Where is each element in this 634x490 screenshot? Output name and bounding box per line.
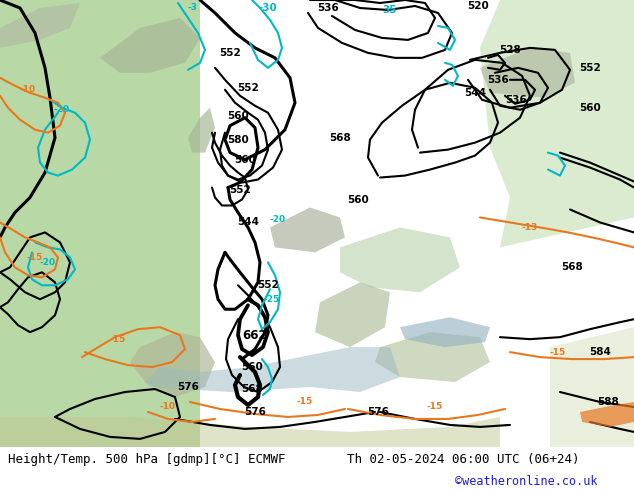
Text: 552: 552 bbox=[237, 83, 259, 93]
Polygon shape bbox=[0, 417, 500, 447]
Polygon shape bbox=[340, 227, 460, 292]
Polygon shape bbox=[580, 402, 634, 427]
Text: 536: 536 bbox=[505, 95, 527, 105]
Text: -20: -20 bbox=[40, 258, 56, 267]
Text: 560: 560 bbox=[234, 155, 256, 165]
Text: 580: 580 bbox=[227, 135, 249, 145]
Polygon shape bbox=[270, 207, 345, 252]
Text: -15: -15 bbox=[27, 253, 43, 262]
Polygon shape bbox=[480, 48, 575, 98]
Text: 528: 528 bbox=[499, 45, 521, 55]
Polygon shape bbox=[188, 108, 215, 152]
Polygon shape bbox=[550, 327, 634, 447]
Polygon shape bbox=[0, 3, 80, 48]
Polygon shape bbox=[315, 282, 390, 347]
Polygon shape bbox=[480, 0, 634, 247]
Text: 552: 552 bbox=[257, 280, 279, 290]
Text: 662: 662 bbox=[243, 329, 268, 342]
Text: 560: 560 bbox=[227, 111, 249, 121]
Text: Th 02-05-2024 06:00 UTC (06+24): Th 02-05-2024 06:00 UTC (06+24) bbox=[347, 453, 580, 466]
Text: -15: -15 bbox=[427, 402, 443, 412]
Text: -20: -20 bbox=[54, 105, 70, 114]
Text: -15: -15 bbox=[550, 347, 566, 357]
Text: Height/Temp. 500 hPa [gdmp][°C] ECMWF: Height/Temp. 500 hPa [gdmp][°C] ECMWF bbox=[8, 453, 285, 466]
Text: -25: -25 bbox=[264, 295, 280, 304]
Text: 588: 588 bbox=[597, 397, 619, 407]
Polygon shape bbox=[375, 332, 490, 382]
Text: -3: -3 bbox=[187, 3, 197, 12]
Text: 552: 552 bbox=[219, 48, 241, 58]
Text: 536: 536 bbox=[317, 3, 339, 13]
Polygon shape bbox=[100, 18, 200, 73]
Text: 560: 560 bbox=[347, 195, 369, 204]
Text: -30: -30 bbox=[259, 3, 278, 13]
Polygon shape bbox=[145, 347, 400, 392]
Text: 520: 520 bbox=[467, 1, 489, 11]
Text: 544: 544 bbox=[237, 218, 259, 227]
Polygon shape bbox=[0, 0, 200, 447]
Text: -10: -10 bbox=[20, 85, 36, 94]
Text: -15: -15 bbox=[297, 397, 313, 407]
Text: 560: 560 bbox=[579, 103, 601, 113]
Text: 536: 536 bbox=[487, 75, 509, 85]
Text: 560: 560 bbox=[241, 362, 263, 372]
Polygon shape bbox=[130, 332, 215, 397]
Text: 35: 35 bbox=[383, 5, 398, 15]
Text: 576: 576 bbox=[177, 382, 199, 392]
Text: 568: 568 bbox=[241, 384, 263, 394]
Text: -10: -10 bbox=[160, 402, 176, 412]
Text: 576: 576 bbox=[244, 407, 266, 417]
Text: 584: 584 bbox=[589, 347, 611, 357]
Text: -13: -13 bbox=[522, 223, 538, 232]
Text: 568: 568 bbox=[329, 133, 351, 143]
Text: 544: 544 bbox=[464, 88, 486, 98]
Polygon shape bbox=[400, 317, 490, 347]
Text: 568: 568 bbox=[561, 262, 583, 272]
Text: 576: 576 bbox=[367, 407, 389, 417]
Text: 552: 552 bbox=[229, 185, 251, 195]
Text: -15: -15 bbox=[110, 335, 126, 343]
Text: ©weatheronline.co.uk: ©weatheronline.co.uk bbox=[455, 475, 598, 488]
Text: -20: -20 bbox=[270, 215, 286, 224]
Text: 552: 552 bbox=[579, 63, 601, 73]
